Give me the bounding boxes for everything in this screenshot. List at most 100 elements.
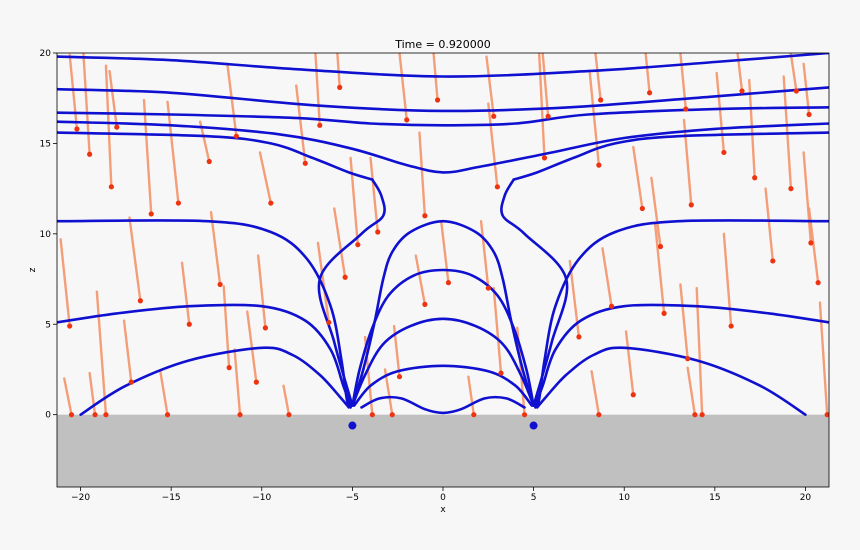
tracer-head — [471, 412, 477, 418]
field-line — [534, 303, 829, 407]
tracer-head — [815, 280, 821, 286]
tracer-tail — [258, 151, 273, 205]
tracer-head — [699, 412, 705, 418]
tracer-tail — [439, 219, 450, 284]
tracer-tail — [68, 53, 79, 131]
tracer-tail — [398, 53, 408, 122]
x-tick-label: 20 — [800, 493, 812, 503]
tracer-head — [685, 356, 691, 362]
field-line — [57, 303, 352, 407]
chart-title: Time = 0.920000 — [394, 38, 491, 51]
tracer-head — [541, 155, 548, 161]
tracer-tail — [695, 286, 704, 416]
field-line — [512, 131, 829, 181]
y-tick-label: 0 — [45, 411, 51, 421]
tracer-head — [808, 240, 814, 246]
tracer-tail — [122, 319, 133, 384]
x-tick-label: 5 — [531, 493, 537, 503]
tracer-head — [806, 111, 812, 118]
field-line — [360, 395, 526, 415]
x-tick-label: −10 — [252, 493, 271, 503]
tracer-head — [721, 149, 727, 156]
tracer-tail — [624, 330, 635, 396]
tracer-head — [186, 321, 192, 327]
tracer-tail — [59, 238, 71, 328]
tracer-tail — [226, 62, 238, 138]
field-line-group — [57, 53, 829, 416]
tracer-head — [661, 310, 667, 316]
field-line — [57, 120, 829, 174]
tracer-head — [485, 285, 491, 291]
tracer-tail — [594, 53, 602, 102]
tracer-head — [683, 106, 689, 112]
tracer-tail — [282, 384, 291, 416]
tracer-tail — [467, 375, 476, 416]
tracer-tail — [222, 285, 231, 369]
tracer-head — [422, 213, 428, 219]
tracer-head — [545, 113, 551, 119]
tracer-tail — [789, 53, 798, 93]
tracer-head — [233, 133, 240, 139]
tracer-tail — [104, 64, 113, 189]
tracer-head — [237, 412, 243, 418]
tracer-tail — [802, 151, 813, 245]
tracer-tail — [541, 53, 550, 118]
tracer-head — [337, 84, 343, 90]
tracer-head — [137, 298, 143, 304]
field-line — [57, 131, 374, 181]
field-line — [57, 106, 829, 127]
field-line — [57, 53, 829, 78]
tracer-head — [824, 412, 829, 418]
axes: −20 −15 −10 −5 0 5 10 15 20 0 5 10 15 20 — [40, 49, 830, 503]
tracer-tail — [650, 176, 662, 248]
tracer-head — [576, 334, 582, 340]
tracer-head — [739, 88, 745, 94]
tracer-head — [491, 113, 497, 119]
tracer-tail — [748, 78, 756, 179]
tracer-tail — [180, 261, 191, 326]
tracer-tail — [108, 69, 119, 129]
field-line — [351, 268, 535, 407]
field-line — [317, 178, 386, 407]
tracer-head — [375, 229, 381, 235]
tracer-head — [286, 412, 292, 418]
tracer-head — [108, 184, 114, 190]
tracer-tail — [764, 187, 775, 263]
plot-area — [57, 53, 829, 487]
tracer-tail — [485, 55, 495, 118]
tracer-tail — [414, 254, 427, 306]
tracer-head — [103, 412, 109, 418]
ground-region — [57, 414, 829, 487]
tracer-head — [498, 370, 504, 376]
tracer-head — [445, 280, 452, 286]
x-tick-label: 10 — [618, 493, 630, 503]
tracer-head — [317, 122, 323, 128]
tracer-head — [206, 158, 212, 165]
tracer-head — [302, 160, 308, 166]
tracer-head — [87, 151, 93, 157]
tracer-tail — [316, 241, 331, 324]
field-line — [535, 346, 807, 416]
y-tick-label: 10 — [40, 230, 52, 240]
x-tick-label: 15 — [709, 493, 720, 503]
tracer-head — [262, 325, 269, 331]
tracer-head — [268, 200, 274, 206]
tracer-head — [128, 379, 134, 385]
tracer-tail — [314, 53, 321, 127]
tracer-head — [630, 392, 636, 398]
tracer-tail — [333, 207, 347, 279]
y-axis-label: z — [28, 267, 38, 272]
tracer-tail — [590, 370, 601, 416]
tracer-tail — [715, 71, 726, 154]
tracer-tail — [63, 377, 73, 416]
tracer-head — [657, 243, 664, 250]
tracer-head — [598, 97, 604, 103]
tracer-head — [67, 323, 73, 329]
tracer-tail — [537, 53, 546, 160]
tracer-tail — [432, 53, 439, 102]
tracer-tail — [209, 210, 222, 286]
tracer-head — [74, 126, 80, 132]
x-tick-label: 0 — [440, 493, 446, 503]
tracer-head — [92, 412, 98, 418]
